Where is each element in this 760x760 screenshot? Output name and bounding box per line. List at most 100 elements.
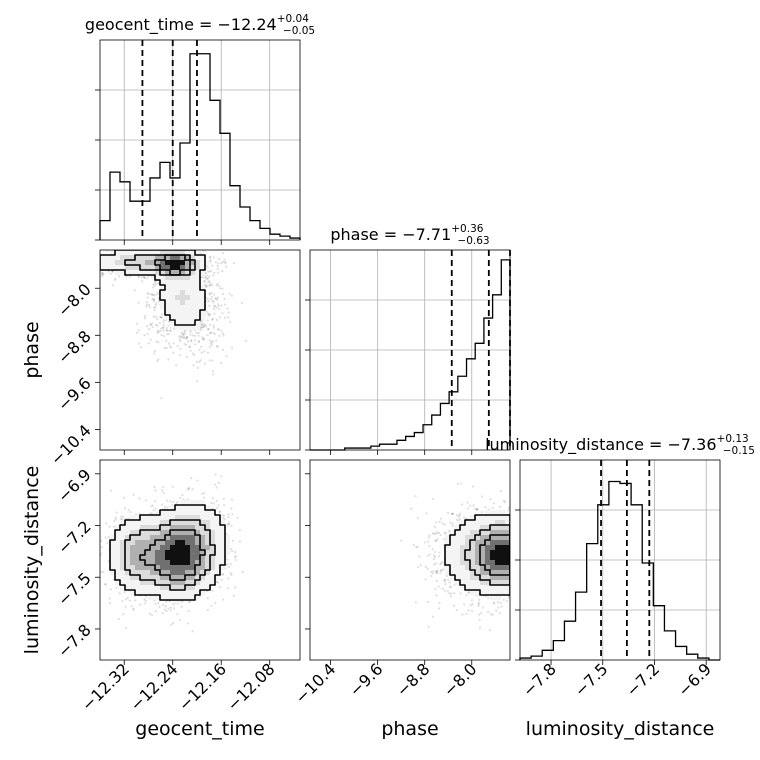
sample-point <box>207 300 210 303</box>
sample-point <box>201 338 205 341</box>
sample-point <box>206 277 210 280</box>
density-cell <box>190 305 196 311</box>
sample-point <box>218 285 221 288</box>
sample-point <box>234 550 237 554</box>
sample-point <box>154 282 157 285</box>
sample-point <box>201 325 204 328</box>
density-cell <box>175 255 181 261</box>
sample-point <box>121 247 123 249</box>
sample-point <box>215 486 218 489</box>
density-cell <box>190 265 196 271</box>
sample-point <box>223 297 226 301</box>
density-cell <box>180 305 186 311</box>
sample-point <box>194 343 197 346</box>
sample-point <box>217 307 221 311</box>
sample-point <box>133 289 136 292</box>
sample-point <box>27 245 29 247</box>
sample-point <box>193 246 195 248</box>
sample-point <box>204 324 208 328</box>
density-cell <box>200 285 206 291</box>
sample-point <box>197 340 200 344</box>
density-cell <box>190 250 196 256</box>
sample-point <box>211 317 214 320</box>
sample-point <box>158 605 161 608</box>
density-cell <box>200 295 206 301</box>
sample-point <box>206 266 210 269</box>
density-cell <box>190 280 196 286</box>
sample-point <box>202 326 205 329</box>
sample-point <box>193 353 196 357</box>
sample-point <box>86 249 88 251</box>
density-cell <box>165 285 171 291</box>
sample-point <box>209 298 213 301</box>
sample-point <box>158 321 161 325</box>
density-cell <box>165 265 171 271</box>
sample-point <box>126 244 128 246</box>
sample-point <box>159 330 162 333</box>
density-cell <box>100 260 106 266</box>
sample-point <box>97 271 99 273</box>
sample-point <box>217 328 220 331</box>
density-cell <box>130 255 136 261</box>
sample-point <box>212 274 215 277</box>
sample-point <box>165 600 168 603</box>
sample-point <box>207 312 210 315</box>
sample-point <box>181 333 185 336</box>
density-cell <box>175 305 181 311</box>
density-cell <box>185 285 191 291</box>
sample-point <box>147 292 150 295</box>
sample-point <box>181 335 184 338</box>
sample-point <box>153 309 156 312</box>
sample-point <box>144 240 146 242</box>
sample-point <box>54 265 56 267</box>
sample-point <box>157 300 161 303</box>
sample-point <box>214 297 217 300</box>
sample-point <box>90 270 92 272</box>
sample-point <box>196 380 199 383</box>
sample-point <box>201 323 204 326</box>
density-cell <box>190 290 196 296</box>
sample-point <box>168 320 171 323</box>
sample-point <box>151 326 154 329</box>
sample-point <box>92 269 94 271</box>
sample-point <box>211 299 215 302</box>
sample-point <box>186 622 190 625</box>
scatter-panel-geocent_time-luminosity_distance <box>95 459 301 665</box>
sample-point <box>221 514 224 517</box>
density-cell <box>130 270 136 276</box>
density-cell <box>180 275 186 281</box>
density-cell <box>160 255 166 261</box>
sample-point <box>191 488 194 491</box>
sample-point <box>227 513 230 516</box>
sample-point <box>117 617 120 621</box>
density-cell <box>175 290 181 296</box>
sample-point <box>207 314 210 317</box>
density-cell <box>175 275 181 281</box>
sample-point <box>208 313 211 316</box>
title-luminosity_distance: luminosity_distance = −7.36+0.13 −0.15 <box>485 433 755 457</box>
density-cell <box>195 315 201 321</box>
sample-point <box>211 264 214 267</box>
sample-point <box>90 253 92 255</box>
sample-point <box>219 287 222 290</box>
sample-point <box>157 358 160 361</box>
sample-point <box>96 254 98 256</box>
sample-point <box>187 609 190 613</box>
density-cell <box>170 255 176 261</box>
density-cell <box>125 255 131 261</box>
sample-point <box>89 272 91 274</box>
sample-point <box>156 282 159 285</box>
density-cell <box>180 295 186 301</box>
density-cell <box>200 290 206 296</box>
density-cell <box>165 305 171 311</box>
sample-point <box>233 586 237 589</box>
density-cell <box>185 315 191 321</box>
sample-point <box>184 343 187 346</box>
sample-point <box>147 342 150 345</box>
sample-point <box>180 605 183 608</box>
sample-point <box>165 346 168 350</box>
sample-point <box>189 330 192 333</box>
sample-point <box>201 492 204 496</box>
sample-point <box>157 246 159 248</box>
density-cell <box>115 255 121 261</box>
